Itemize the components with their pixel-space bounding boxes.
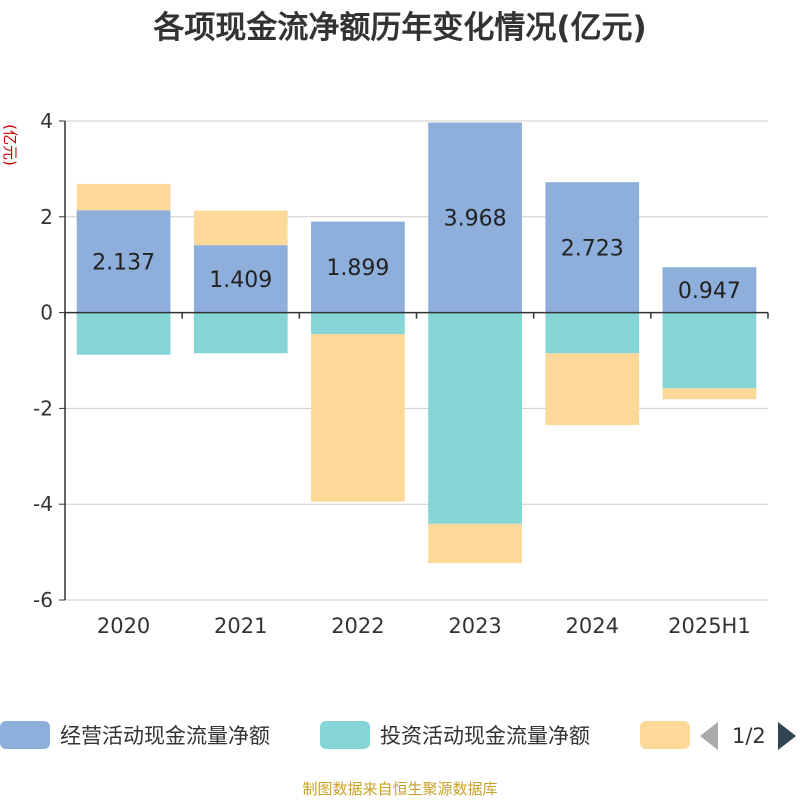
legend-page-indicator: 1/2 xyxy=(732,724,766,748)
legend-swatch-operating xyxy=(0,721,50,749)
bar-series1-2025H1 xyxy=(662,312,757,389)
x-tick-label: 2024 xyxy=(566,614,619,638)
data-label: 3.968 xyxy=(444,207,507,232)
data-label: 0.947 xyxy=(678,279,741,304)
gridlines xyxy=(65,120,768,601)
bar-series0-2024 xyxy=(545,182,640,313)
bar-series2-2025H1 xyxy=(662,388,757,400)
bar-series0-2020 xyxy=(76,210,171,313)
bar-series0-2021 xyxy=(193,245,288,313)
legend-next-arrow-icon[interactable] xyxy=(777,722,796,750)
bar-series2-2020 xyxy=(76,183,171,211)
bar-series2-2021 xyxy=(193,210,288,246)
legend: 经营活动现金流量净额 投资活动现金流量净额 1/2 xyxy=(0,716,800,756)
bar-series0-2023 xyxy=(428,122,522,313)
y-axis-title: (亿元) xyxy=(1,124,19,166)
bars xyxy=(76,122,757,564)
bar-series2-2023 xyxy=(428,523,522,564)
bar-series1-2024 xyxy=(545,312,640,354)
axes: 4 2 0 -2 -4 -6 2020 2021 2022 2023 2024 2025H1 xyxy=(33,109,769,638)
legend-swatch-investing xyxy=(320,721,370,749)
bar-series0-2022 xyxy=(311,221,405,313)
legend-label-investing: 投资活动现金流量净额 xyxy=(380,724,590,748)
y-tick-label: 4 xyxy=(40,109,53,133)
y-tick-label: -4 xyxy=(33,492,53,516)
data-label: 1.409 xyxy=(209,268,272,293)
y-tick-label: -6 xyxy=(33,588,53,612)
data-labels: 2.137 1.409 1.899 3.968 2.723 0.947 xyxy=(92,207,741,304)
y-tick-label: 2 xyxy=(40,205,53,229)
bar-series0-2025H1 xyxy=(662,267,757,313)
legend-swatch-third xyxy=(640,721,690,749)
data-label: 2.723 xyxy=(561,236,624,261)
legend-item-third[interactable] xyxy=(640,720,700,750)
x-tick-label: 2021 xyxy=(214,614,267,638)
x-tick-label: 2020 xyxy=(97,614,150,638)
bar-series2-2024 xyxy=(545,353,640,426)
x-tick-label: 2023 xyxy=(448,614,501,638)
legend-item-operating[interactable]: 经营活动现金流量净额 xyxy=(0,720,270,750)
x-tick-label: 2022 xyxy=(331,614,384,638)
bar-series1-2022 xyxy=(311,312,405,335)
legend-label-operating: 经营活动现金流量净额 xyxy=(60,724,270,748)
y-tick-label: 0 xyxy=(40,301,53,325)
chart-title: 各项现金流净额历年变化情况(亿元) xyxy=(152,10,646,46)
bar-series2-2022 xyxy=(311,334,405,502)
legend-item-investing[interactable]: 投资活动现金流量净额 xyxy=(320,720,590,750)
legend-pager: 1/2 xyxy=(700,720,796,752)
bar-series1-2020 xyxy=(76,312,171,355)
x-tick-label: 2025H1 xyxy=(668,614,751,638)
legend-prev-arrow-icon[interactable] xyxy=(700,722,718,750)
cashflow-chart: 各项现金流净额历年变化情况(亿元) (亿元) 4 2 0 -2 -4 -6 2020 2021… xyxy=(1,10,769,638)
data-source-note: 制图数据来自恒生聚源数据库 xyxy=(302,780,498,798)
y-tick-label: -2 xyxy=(33,396,53,420)
data-label: 2.137 xyxy=(92,250,155,275)
bar-series1-2023 xyxy=(428,312,522,524)
data-label: 1.899 xyxy=(326,256,389,281)
bar-series1-2021 xyxy=(193,312,288,354)
